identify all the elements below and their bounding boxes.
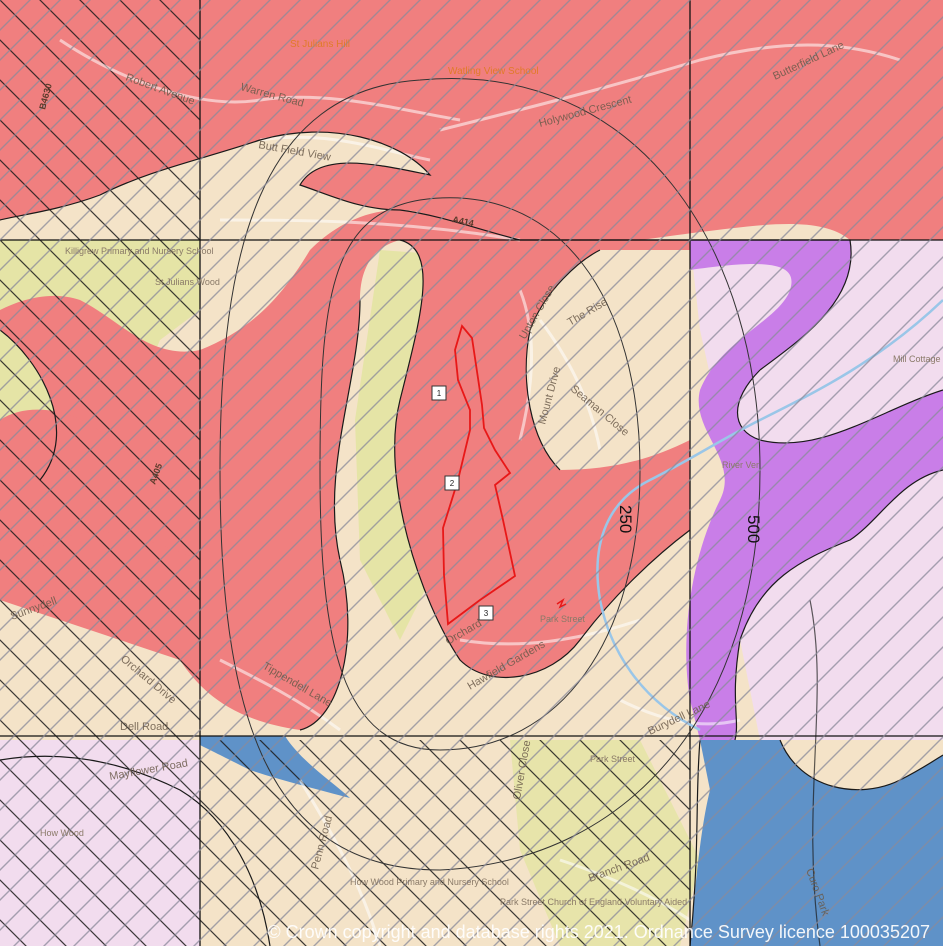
label-st-julians-hill: St Julians Hill — [290, 39, 350, 50]
label-how-wood: How Wood — [40, 828, 84, 838]
marker-3-label: 3 — [484, 609, 489, 618]
label-watling-view-school: Watling View School — [448, 66, 539, 77]
label-how-wood-school: How Wood Primary and Nursery School — [350, 877, 509, 887]
marker-1[interactable]: 1 — [431, 385, 447, 401]
label-mill-cottage: Mill Cottage — [893, 354, 941, 364]
site-boundary[interactable] — [442, 324, 517, 626]
marker-2-label: 2 — [450, 479, 455, 488]
label-park-street: Park Street — [540, 614, 586, 624]
label-river-ver: River Ver — [722, 460, 759, 470]
label-park-street-2: Park Street — [590, 754, 636, 764]
label-st-julians-wood: St Julians Wood — [155, 277, 220, 287]
railway-station-icon — [556, 597, 567, 609]
label-a414: A414 — [452, 214, 475, 228]
label-killigrew-school: Killigrew Primary and Nursery School — [65, 246, 214, 256]
label-dell-road: Dell Road — [120, 721, 168, 733]
marker-3[interactable]: 3 — [478, 605, 494, 621]
buffer-label-250: 250 — [616, 505, 635, 533]
marker-2[interactable]: 2 — [444, 475, 460, 491]
marker-1-label: 1 — [437, 389, 442, 398]
buffer-label-500: 500 — [744, 515, 763, 543]
label-park-street-church: Park Street Church of England Voluntary … — [500, 897, 687, 907]
copyright-notice: © Crown copyright and database rights 20… — [267, 922, 930, 942]
